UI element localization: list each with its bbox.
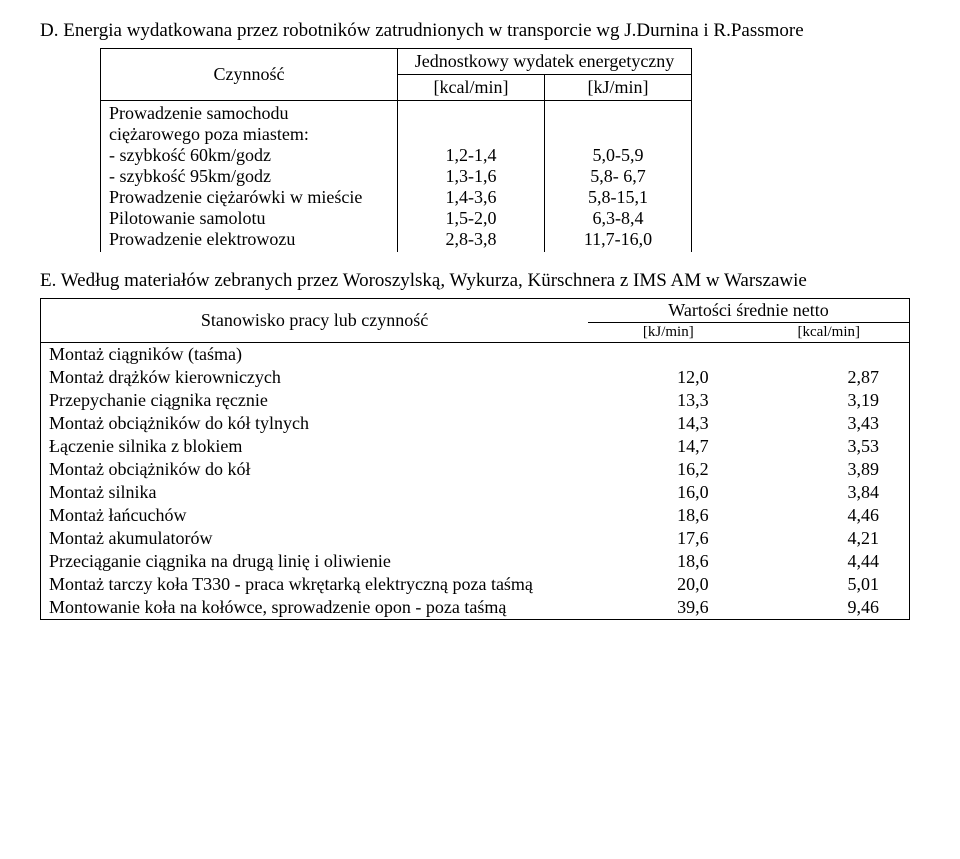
- table-row: Montaż akumulatorów17,64,21: [41, 527, 910, 550]
- cell: 9,46: [749, 596, 910, 620]
- cell: Montaż akumulatorów: [41, 527, 589, 550]
- cell: Łączenie silnika z blokiem: [41, 435, 589, 458]
- table-row: Montaż obciążników do kół tylnych14,33,4…: [41, 412, 910, 435]
- cell: 1,2-1,4 1,3-1,6 1,4-3,6 1,5-2,0 2,8-3,8: [398, 101, 545, 253]
- cell-text: 5,8- 6,7: [590, 166, 646, 186]
- table-e: Stanowisko pracy lub czynność Wartości ś…: [40, 298, 910, 620]
- section-d-heading: D. Energia wydatkowana przez robotników …: [40, 20, 920, 42]
- cell: 16,2: [588, 458, 748, 481]
- table-d: Czynność Jednostkowy wydatek energetyczn…: [100, 48, 692, 252]
- cell: Montaż tarczy koła T330 - praca wkrętark…: [41, 573, 589, 596]
- cell: Montaż łańcuchów: [41, 504, 589, 527]
- cell: 3,53: [749, 435, 910, 458]
- cell-text: 1,5-2,0: [446, 208, 497, 228]
- cell-text: 1,4-3,6: [446, 187, 497, 207]
- cell: 5,01: [749, 573, 910, 596]
- cell: Montaż obciążników do kół tylnych: [41, 412, 589, 435]
- cell: Montaż ciągników (taśma): [41, 343, 589, 367]
- cell: 39,6: [588, 596, 748, 620]
- cell: [749, 343, 910, 367]
- cell: 17,6: [588, 527, 748, 550]
- table-row: Przepychanie ciągnika ręcznie13,33,19: [41, 389, 910, 412]
- table-e-header-unit1: [kJ/min]: [588, 323, 748, 343]
- table-row: Montaż silnika16,03,84: [41, 481, 910, 504]
- cell-text: 1,3-1,6: [446, 166, 497, 186]
- cell-text: 5,8-15,1: [588, 187, 648, 207]
- cell-text: Pilotowanie samolotu: [109, 208, 266, 228]
- table-e-header-group: Wartości średnie netto: [588, 299, 909, 323]
- cell: 3,43: [749, 412, 910, 435]
- table-row: Montowanie koła na kołówce, sprowadzenie…: [41, 596, 910, 620]
- cell-text: Prowadzenie samochodu: [109, 103, 288, 123]
- table-row: Prowadzenie samochodu ciężarowego poza m…: [101, 101, 692, 253]
- cell-text: 2,8-3,8: [446, 229, 497, 249]
- cell: 3,84: [749, 481, 910, 504]
- cell: 3,19: [749, 389, 910, 412]
- table-row: Przeciąganie ciągnika na drugą linię i o…: [41, 550, 910, 573]
- cell: Montaż obciążników do kół: [41, 458, 589, 481]
- cell: 2,87: [749, 366, 910, 389]
- cell: Prowadzenie samochodu ciężarowego poza m…: [101, 101, 398, 253]
- cell: Przeciąganie ciągnika na drugą linię i o…: [41, 550, 589, 573]
- table-row: Montaż łańcuchów18,64,46: [41, 504, 910, 527]
- cell: 18,6: [588, 504, 748, 527]
- table-e-header-unit2: [kcal/min]: [749, 323, 910, 343]
- cell: Montaż silnika: [41, 481, 589, 504]
- table-d-header-unit1: [kcal/min]: [398, 75, 545, 101]
- table-d-header-unit2: [kJ/min]: [545, 75, 692, 101]
- table-d-header-activity: Czynność: [101, 49, 398, 101]
- cell: 5,0-5,9 5,8- 6,7 5,8-15,1 6,3-8,4 11,7-1…: [545, 101, 692, 253]
- cell-text: 1,2-1,4: [446, 145, 497, 165]
- cell: Przepychanie ciągnika ręcznie: [41, 389, 589, 412]
- cell: 4,46: [749, 504, 910, 527]
- cell: Montowanie koła na kołówce, sprowadzenie…: [41, 596, 589, 620]
- cell-text: Prowadzenie elektrowozu: [109, 229, 295, 249]
- table-e-header-activity: Stanowisko pracy lub czynność: [41, 299, 589, 343]
- cell-text: 6,3-8,4: [593, 208, 644, 228]
- cell: 13,3: [588, 389, 748, 412]
- table-row: Łączenie silnika z blokiem14,73,53: [41, 435, 910, 458]
- cell: 20,0: [588, 573, 748, 596]
- cell: 12,0: [588, 366, 748, 389]
- cell: Montaż drążków kierowniczych: [41, 366, 589, 389]
- section-e-heading: E. Według materiałów zebranych przez Wor…: [40, 270, 920, 292]
- table-row: Montaż ciągników (taśma): [41, 343, 910, 367]
- cell: 4,44: [749, 550, 910, 573]
- cell: 16,0: [588, 481, 748, 504]
- cell-text: ciężarowego poza miastem:: [109, 124, 309, 144]
- cell-text: 11,7-16,0: [584, 229, 652, 249]
- cell-text: - szybkość 95km/godz: [109, 166, 271, 186]
- cell-text: 5,0-5,9: [593, 145, 644, 165]
- cell-text: - szybkość 60km/godz: [109, 145, 271, 165]
- cell: [588, 343, 748, 367]
- cell: 14,7: [588, 435, 748, 458]
- cell: 18,6: [588, 550, 748, 573]
- cell: 4,21: [749, 527, 910, 550]
- table-d-header-group: Jednostkowy wydatek energetyczny: [398, 49, 692, 75]
- cell: 14,3: [588, 412, 748, 435]
- table-row: Montaż tarczy koła T330 - praca wkrętark…: [41, 573, 910, 596]
- cell-text: Prowadzenie ciężarówki w mieście: [109, 187, 362, 207]
- cell: 3,89: [749, 458, 910, 481]
- table-row: Montaż obciążników do kół16,23,89: [41, 458, 910, 481]
- table-row: Montaż drążków kierowniczych12,02,87: [41, 366, 910, 389]
